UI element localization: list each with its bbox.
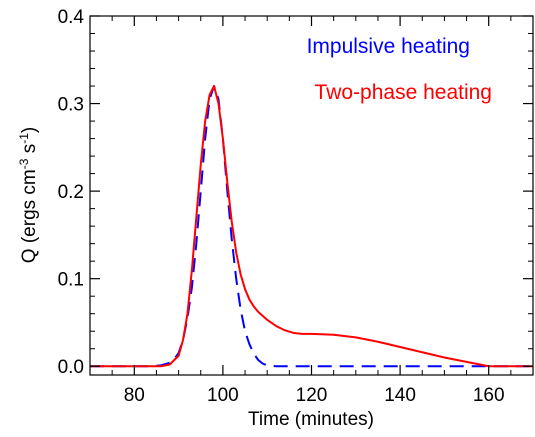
series-line-two-phase — [90, 85, 533, 368]
y-tick-label: 0.0 — [58, 357, 84, 378]
ticks-layer: 80 100 120 140 160 0.0 0.1 0.2 0.3 0.4 — [58, 7, 533, 406]
x-tick-label: 140 — [384, 385, 416, 406]
x-tick-label: 100 — [207, 385, 239, 406]
legend-label-impulsive: Impulsive heating — [307, 35, 470, 58]
y-axis-label-exp1: -3 — [17, 158, 31, 169]
y-tick-label: 0.1 — [58, 270, 84, 291]
x-tick-label: 120 — [296, 385, 328, 406]
y-tick-label: 0.2 — [58, 182, 84, 203]
series-layer — [90, 85, 533, 368]
plot-frame — [89, 15, 534, 376]
legend-label-two-phase: Two-phase heating — [315, 81, 492, 104]
x-tick-label: 80 — [124, 385, 145, 406]
y-tick-label: 0.3 — [58, 95, 84, 116]
x-axis-label: Time (minutes) — [248, 409, 374, 430]
y-axis-label: Q (ergs cm-3 s-1) — [17, 127, 40, 263]
y-axis-label-exp2: -1 — [17, 133, 31, 144]
x-tick-label: 160 — [473, 385, 505, 406]
series-line-impulsive — [90, 85, 533, 368]
y-axis-label-end: ) — [19, 127, 40, 133]
y-tick-label: 0.4 — [58, 7, 85, 28]
y-axis-label-mid: s — [19, 144, 40, 159]
y-axis-label-base: Q (ergs cm — [19, 169, 40, 263]
